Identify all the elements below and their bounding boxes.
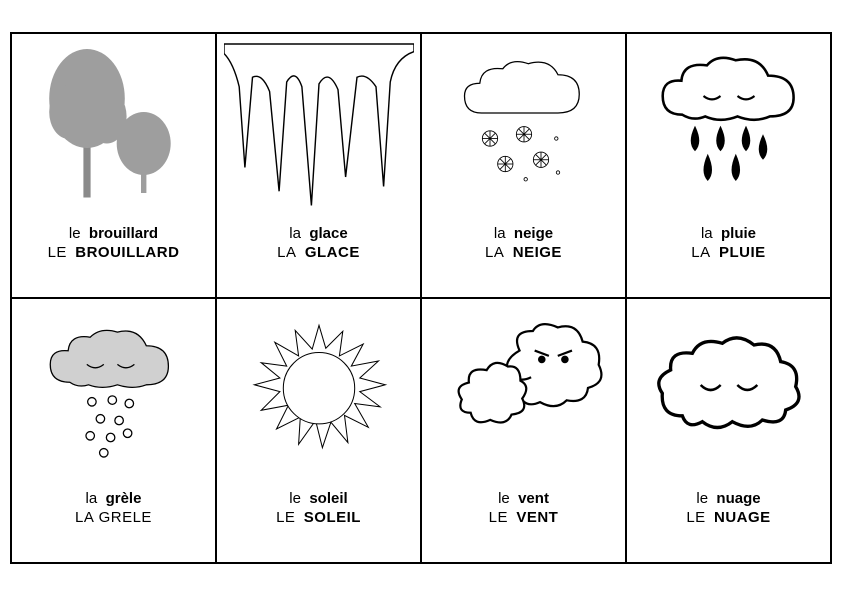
sun-icon [221, 305, 416, 485]
cell-vent: le vent LE VENT [421, 298, 626, 563]
word-upper: VENT [516, 509, 558, 526]
article-upper: LE [489, 509, 508, 526]
article-lower: la [289, 225, 301, 242]
icicles-icon [221, 40, 416, 220]
cell-brouillard: le brouillard LE BROUILLARD [11, 33, 216, 298]
vocabulary-grid: le brouillard LE BROUILLARD la glace LA … [10, 32, 832, 564]
cell-glace: la glace LA GLACE [216, 33, 421, 298]
cell-grele: la grèle LA GRELE [11, 298, 216, 563]
article-lower: le [289, 490, 301, 507]
cloud-rain-icon [631, 40, 826, 220]
word-upper: GLACE [305, 244, 360, 261]
word-upper: SOLEIL [304, 509, 361, 526]
article-upper: LE [48, 244, 67, 261]
word-upper: NEIGE [513, 244, 562, 261]
word-upper: PLUIE [719, 244, 766, 261]
word-lower: brouillard [89, 225, 158, 242]
caption: la grèle LA GRELE [75, 489, 152, 528]
article-upper: LA [75, 509, 94, 526]
cell-pluie: la pluie LA PLUIE [626, 33, 831, 298]
wind-cloud-icon [426, 305, 621, 485]
article-lower: le [696, 490, 708, 507]
word-lower: grèle [106, 490, 142, 507]
word-lower: soleil [309, 490, 347, 507]
article-lower: la [86, 490, 98, 507]
cell-nuage: le nuage LE NUAGE [626, 298, 831, 563]
word-lower: pluie [721, 225, 756, 242]
article-lower: le [498, 490, 510, 507]
caption: le brouillard LE BROUILLARD [48, 224, 180, 263]
caption: la neige LA NEIGE [485, 224, 562, 263]
cloud-hail-icon [16, 305, 211, 485]
word-lower: neige [514, 225, 553, 242]
article-lower: la [701, 225, 713, 242]
article-upper: LE [276, 509, 295, 526]
article-lower: la [494, 225, 506, 242]
cloud-icon [631, 305, 826, 485]
caption: le soleil LE SOLEIL [276, 489, 361, 528]
word-lower: glace [309, 225, 347, 242]
word-upper: GRELE [99, 509, 152, 526]
cell-neige: la neige LA NEIGE [421, 33, 626, 298]
trees-fog-icon [16, 40, 211, 220]
cloud-snow-icon [426, 40, 621, 220]
word-lower: vent [518, 490, 549, 507]
article-upper: LA [485, 244, 504, 261]
article-lower: le [69, 225, 81, 242]
word-upper: NUAGE [714, 509, 771, 526]
article-upper: LE [686, 509, 705, 526]
caption: le nuage LE NUAGE [686, 489, 770, 528]
word-lower: nuage [716, 490, 760, 507]
word-upper: BROUILLARD [75, 244, 179, 261]
caption: la pluie LA PLUIE [691, 224, 765, 263]
article-upper: LA [277, 244, 296, 261]
article-upper: LA [691, 244, 710, 261]
caption: la glace LA GLACE [277, 224, 360, 263]
caption: le vent LE VENT [489, 489, 559, 528]
cell-soleil: le soleil LE SOLEIL [216, 298, 421, 563]
